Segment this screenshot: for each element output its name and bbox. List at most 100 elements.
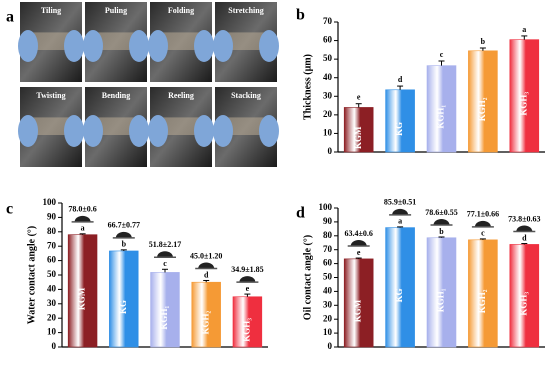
bar: [343, 107, 374, 153]
photo-label: Bending: [102, 91, 130, 100]
glove: [259, 30, 279, 62]
photo-label: Puling: [105, 6, 127, 15]
value-label: 45.0±1.20: [190, 251, 222, 260]
bar: [509, 244, 540, 348]
glove: [148, 115, 168, 147]
y-tick-label: 50: [47, 269, 57, 279]
value-label: 51.8±2.17: [149, 240, 181, 249]
glove: [129, 115, 149, 147]
bar: [468, 50, 498, 153]
y-tick-label: 10: [323, 327, 333, 337]
panel-label: c: [6, 201, 13, 218]
droplet: [350, 240, 367, 247]
y-tick-label: 70: [323, 244, 333, 254]
droplet: [157, 251, 173, 258]
glove: [129, 30, 149, 62]
category-label: KGM: [353, 299, 363, 322]
glove: [259, 115, 279, 147]
droplet: [433, 218, 450, 225]
photo-label: Reeling: [168, 91, 194, 100]
significance-letter: d: [522, 233, 527, 242]
glove: [64, 30, 84, 62]
y-tick-label: 0: [328, 146, 333, 156]
droplet: [198, 262, 215, 269]
y-tick-label: 40: [323, 72, 333, 82]
glove: [64, 115, 84, 147]
bar: [150, 272, 180, 348]
significance-letter: b: [122, 240, 127, 249]
y-tick-label: 40: [47, 283, 57, 293]
y-tick-label: 50: [323, 272, 333, 282]
glove: [18, 30, 38, 62]
value-label: 78.6±0.55: [425, 208, 457, 217]
y-tick-label: 30: [323, 90, 333, 100]
film: [93, 117, 139, 135]
y-tick-label: 60: [323, 258, 333, 268]
significance-letter: a: [81, 224, 85, 233]
photo-label: Folding: [168, 6, 194, 15]
y-tick-label: 70: [47, 240, 57, 250]
bar: [385, 227, 415, 348]
y-tick-label: 90: [323, 216, 333, 226]
category-label: KGH₁: [159, 306, 169, 330]
y-tick-label: 100: [43, 197, 57, 207]
glove: [83, 115, 103, 147]
value-label: 34.9±1.85: [231, 265, 263, 274]
y-tick-label: 10: [47, 327, 57, 337]
film: [223, 32, 269, 50]
significance-letter: a: [522, 25, 526, 34]
category-label: KGH₃: [518, 92, 528, 116]
y-tick-label: 30: [323, 299, 333, 309]
category-label: KGH₂: [477, 289, 487, 313]
glove: [213, 115, 233, 147]
film: [28, 117, 74, 135]
value-label: 73.8±0.63: [508, 214, 540, 223]
droplet: [74, 215, 91, 222]
y-tick-label: 90: [47, 211, 57, 221]
category-label: KGH₂: [200, 310, 210, 334]
droplet: [516, 225, 533, 232]
panel-label: b: [296, 7, 305, 24]
y-tick-label: 50: [323, 53, 333, 63]
bar: [385, 89, 415, 153]
y-tick-label: 0: [52, 341, 57, 351]
y-tick-label: 10: [323, 127, 333, 137]
bar: [426, 65, 457, 153]
glove: [194, 115, 214, 147]
panel-label: d: [296, 205, 305, 222]
y-axis-title: Water contact angle (°): [26, 226, 37, 325]
film: [28, 32, 74, 50]
y-tick-label: 40: [323, 285, 333, 295]
significance-letter: c: [163, 259, 167, 268]
y-tick-label: 20: [323, 109, 333, 119]
y-tick-label: 20: [47, 312, 57, 322]
category-label: KGH₂: [477, 97, 487, 121]
photo-label: Twisting: [36, 91, 65, 100]
bar: [509, 39, 540, 153]
significance-letter: e: [246, 284, 250, 293]
category-label: KGH₁: [436, 288, 446, 312]
category-label: KGH₁: [436, 105, 446, 129]
droplet: [239, 276, 256, 283]
value-label: 77.1±0.66: [467, 210, 499, 219]
film: [93, 32, 139, 50]
bar: [468, 239, 498, 348]
glove: [194, 30, 214, 62]
y-tick-label: 20: [323, 313, 333, 323]
significance-letter: a: [398, 217, 402, 226]
y-tick-label: 100: [319, 202, 333, 212]
y-tick-label: 80: [47, 226, 57, 236]
panel-label: a: [6, 9, 14, 26]
significance-letter: e: [357, 248, 361, 257]
y-tick-label: 80: [323, 230, 333, 240]
category-label: KG: [394, 122, 404, 136]
bar: [109, 250, 139, 348]
category-label: KG: [118, 300, 128, 314]
category-label: KGM: [353, 126, 363, 149]
y-tick-label: 70: [323, 16, 333, 26]
y-tick-label: 30: [47, 298, 57, 308]
y-tick-label: 60: [323, 35, 333, 45]
photo-label: Stretching: [228, 6, 263, 15]
significance-letter: e: [357, 93, 361, 102]
